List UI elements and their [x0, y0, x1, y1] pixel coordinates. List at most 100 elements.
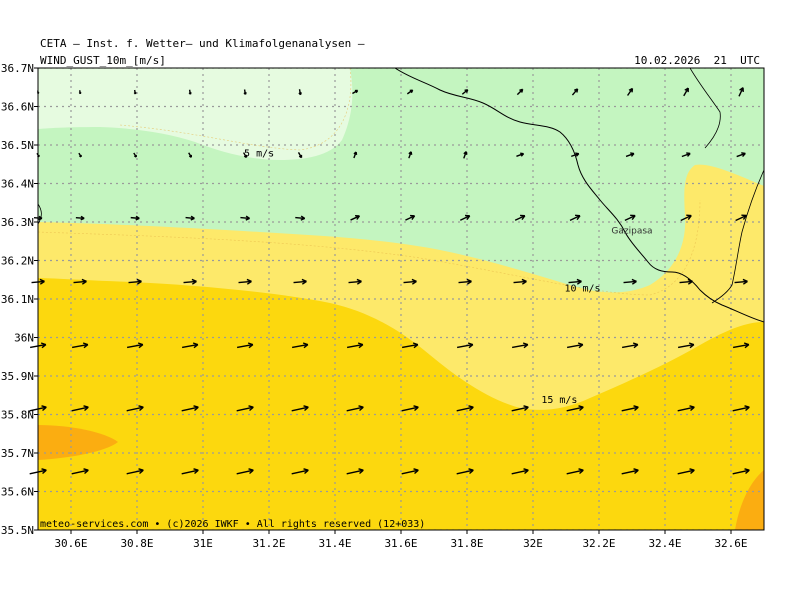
lon-tick-label: 32E — [523, 537, 543, 550]
wind-arrow — [406, 89, 414, 95]
wind-arrow — [461, 89, 469, 95]
wind-arrow — [463, 151, 468, 159]
lat-tick-label: 35.9N — [1, 370, 34, 383]
wind-arrow — [569, 214, 581, 221]
wind-arrow — [353, 151, 358, 159]
wind-arrow — [679, 278, 693, 285]
wind-arrow — [516, 88, 524, 96]
lat-tick-label: 35.8N — [1, 409, 34, 422]
wind-arrow — [401, 468, 419, 475]
variable-label: WIND_GUST_10m_[m/s] — [40, 54, 166, 67]
wind-arrow — [71, 405, 89, 412]
wind-arrow — [511, 342, 529, 349]
wind-arrow — [511, 405, 529, 412]
lon-tick-label: 31.2E — [252, 537, 285, 550]
province-border — [689, 68, 764, 304]
lon-tick-label: 31.4E — [318, 537, 351, 550]
lat-tick-label: 36.1N — [1, 293, 34, 306]
wind-arrow — [568, 278, 582, 285]
wind-arrow — [348, 278, 362, 285]
lon-tick-label: 30.6E — [54, 537, 87, 550]
wind-arrow — [681, 152, 691, 158]
lon-tick-label: 32.4E — [648, 537, 681, 550]
wind-arrow — [566, 405, 584, 412]
wind-arrow — [133, 89, 137, 95]
wind-arrow — [350, 214, 361, 221]
contour-faint — [38, 68, 701, 296]
wind-arrow — [298, 89, 302, 96]
wind-arrow — [677, 342, 695, 349]
wind-arrow — [513, 278, 527, 285]
lat-axis: 36.7N 36.6N 36.5N 36.4N 36.3N 36.2N 36.1N 36N 35… — [1, 62, 38, 537]
lon-tick-label: 31.8E — [450, 537, 483, 550]
wind-arrow — [130, 215, 140, 221]
gust-band-20-25-east — [735, 470, 764, 530]
wind-arrow — [236, 342, 254, 349]
lon-tick-label: 32.6E — [714, 537, 747, 550]
wind-arrow — [133, 152, 137, 158]
lat-tick-label: 36.5N — [1, 139, 34, 152]
wind-arrow — [240, 215, 250, 221]
wind-arrow — [514, 214, 526, 221]
wind-arrow — [456, 342, 474, 349]
wind-arrow — [295, 215, 306, 221]
wind-arrow — [683, 87, 689, 97]
wind-arrow — [401, 405, 419, 412]
lat-tick-label: 35.7N — [1, 447, 34, 460]
contour-label: 10 m/s — [564, 283, 600, 294]
contour-labels: 5 m/s 10 m/s 15 m/s — [244, 149, 601, 406]
contour-label: 15 m/s — [541, 395, 577, 406]
wind-arrow — [625, 152, 635, 158]
wind-arrow — [188, 89, 192, 95]
lat-lon-grid — [38, 68, 764, 530]
wind-arrow — [623, 278, 637, 285]
place-label: Gazipasa — [611, 227, 652, 237]
wind-arrow — [571, 88, 579, 96]
wind-arrow — [516, 152, 525, 157]
wind-arrow — [126, 405, 144, 412]
wind-arrow — [291, 342, 309, 349]
wind-arrow — [456, 468, 474, 475]
wind-arrow — [621, 342, 639, 349]
wind-arrow — [738, 87, 744, 97]
wind-arrow — [346, 405, 364, 412]
wind-arrow — [566, 468, 584, 475]
wind-arrow — [78, 90, 82, 95]
wind-arrow — [185, 215, 195, 221]
lat-tick-label: 35.6N — [1, 486, 34, 499]
wind-arrow — [408, 151, 413, 159]
wind-arrow — [732, 468, 750, 475]
wind-arrow — [734, 278, 748, 285]
lon-tick-label: 30.8E — [120, 537, 153, 550]
wind-arrow — [71, 468, 89, 475]
coast-west-edge — [38, 203, 42, 225]
wind-arrow — [75, 215, 85, 221]
footer-credit: meteo-services.com • (c)2026 IWKF • All … — [40, 519, 425, 530]
wind-arrow — [566, 342, 584, 349]
wind-arrow — [181, 405, 199, 412]
wind-arrow — [126, 468, 144, 475]
wind-arrow — [291, 468, 309, 475]
wind-arrow — [243, 89, 247, 95]
lat-tick-label: 36N — [14, 332, 34, 345]
lat-tick-label: 35.5N — [1, 524, 34, 537]
lat-tick-label: 36.6N — [1, 101, 34, 114]
gust-band-20-25-west — [38, 425, 118, 460]
wind-arrow — [128, 278, 142, 285]
wind-arrow — [78, 152, 82, 158]
gust-band-0-5 — [38, 68, 353, 160]
wind-arrow — [626, 87, 634, 96]
wind-arrow — [291, 405, 309, 412]
wind-arrow — [677, 405, 695, 412]
lon-tick-label: 31.6E — [384, 537, 417, 550]
lat-tick-label: 36.3N — [1, 216, 34, 229]
wind-arrow — [621, 468, 639, 475]
wind-arrow — [236, 405, 254, 412]
wind-arrow — [624, 214, 636, 222]
wind-arrow — [181, 468, 199, 475]
lon-axis: 30.6E 30.8E 31E 31.2E 31.4E 31.6E 31.8E 32E 32.2… — [54, 530, 748, 550]
lon-tick-label: 32.2E — [582, 537, 615, 550]
wind-arrow — [403, 278, 417, 285]
wind-arrow — [459, 214, 471, 221]
